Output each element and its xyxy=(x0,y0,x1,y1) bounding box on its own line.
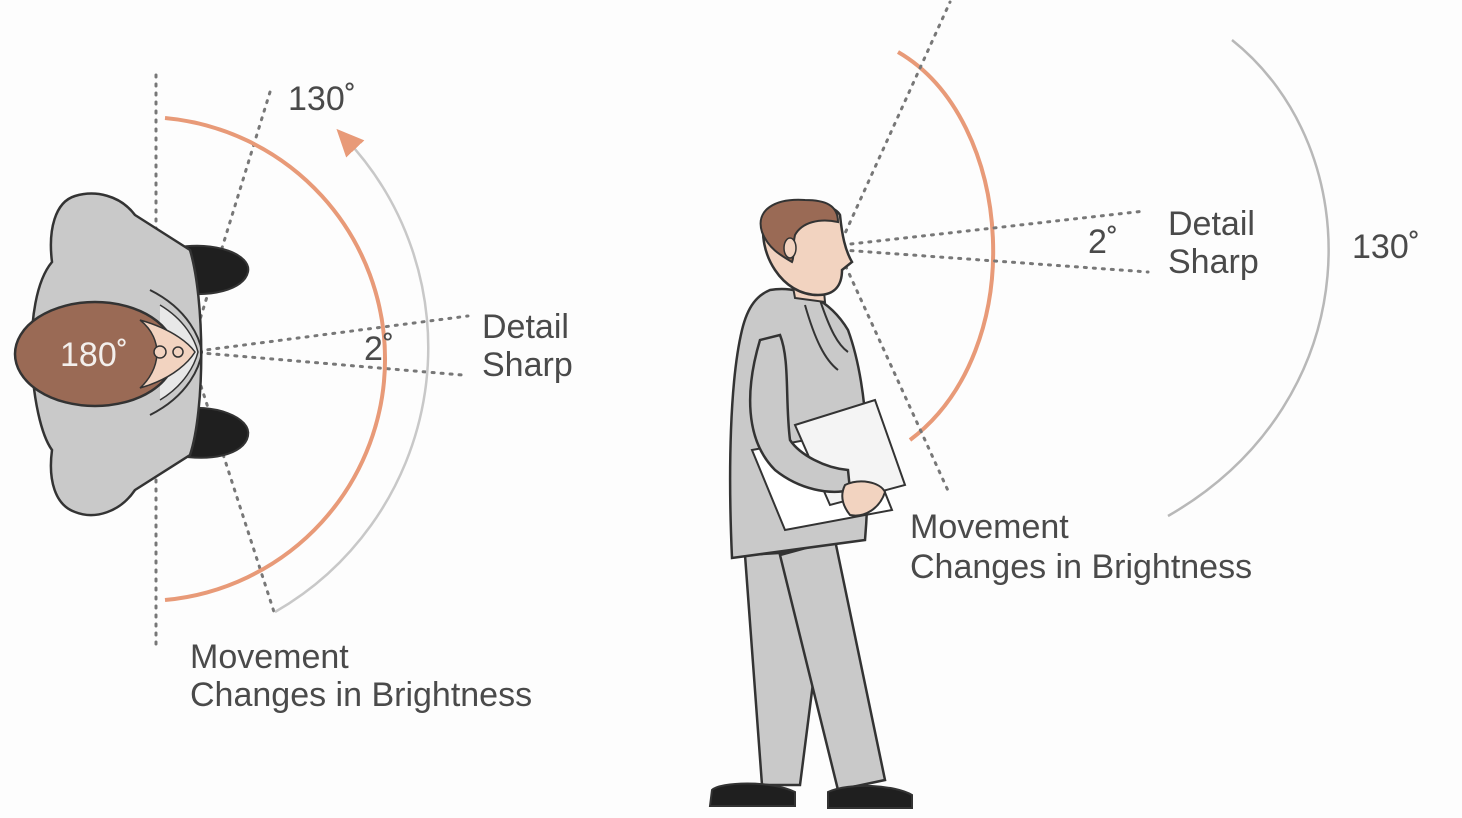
side-view-upper-line xyxy=(840,0,952,242)
top-view-person-icon xyxy=(13,192,250,517)
top-view-sharp-label: Sharp xyxy=(482,346,573,384)
walking-person-icon xyxy=(708,198,913,809)
side-view-2deg-upper-line xyxy=(840,209,1147,247)
side-view-detail-label: Detail xyxy=(1168,205,1255,243)
arrow-icon xyxy=(274,128,430,614)
top-view-detail-label: Detail xyxy=(482,308,569,346)
side-view-brightness-label: Changes in Brightness xyxy=(910,548,1253,586)
top-view-130-lower-line xyxy=(188,350,277,617)
top-view-180-arc xyxy=(164,116,388,602)
side-view-movement-label: Movement xyxy=(910,508,1069,546)
side-view-group xyxy=(708,0,1330,809)
top-view-130-upper-line xyxy=(188,90,272,354)
side-view-2deg-label: 2˚ xyxy=(1088,223,1119,261)
top-view-group xyxy=(13,73,470,652)
top-view-brightness-label: Changes in Brightness xyxy=(190,676,533,714)
top-view-180-label: 180˚ xyxy=(60,336,129,374)
top-view-2deg-lower-line xyxy=(188,350,464,377)
side-view-2deg-lower-line xyxy=(840,248,1150,274)
top-view-130-label: 130˚ xyxy=(288,80,357,118)
top-view-movement-label: Movement xyxy=(190,638,349,676)
top-view-2deg-label: 2˚ xyxy=(364,330,395,368)
top-view-2deg-upper-line xyxy=(188,314,470,354)
side-view-130-arc xyxy=(1167,39,1330,518)
side-view-sharp-label: Sharp xyxy=(1168,243,1259,281)
side-view-lower-line xyxy=(840,256,952,497)
side-view-130-label: 130˚ xyxy=(1352,228,1421,266)
side-view-orange-arc xyxy=(896,50,996,442)
